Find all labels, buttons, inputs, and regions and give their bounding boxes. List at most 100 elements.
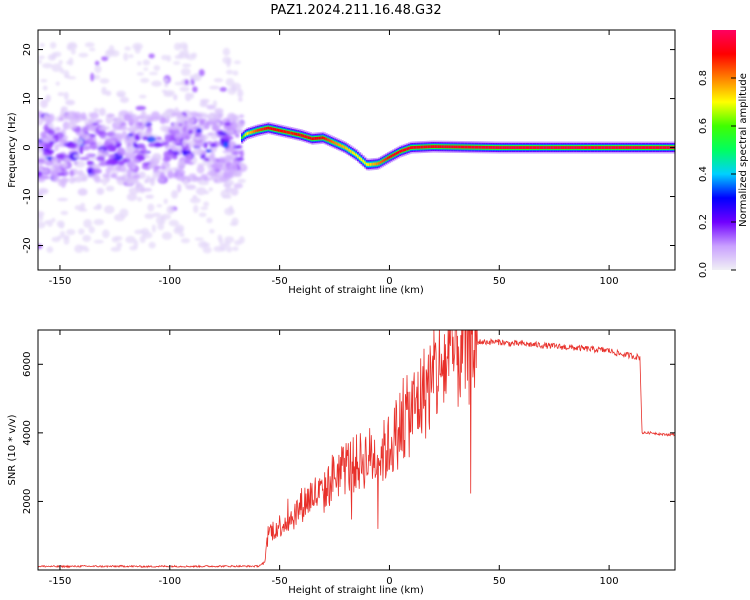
ridge-segment xyxy=(260,128,263,131)
noise-blob xyxy=(168,219,179,227)
noise-blob xyxy=(185,153,193,162)
ridge-segment xyxy=(632,146,636,149)
ridge-segment xyxy=(342,145,346,149)
colorbar-label: Normalized spectral amplitude xyxy=(738,73,749,227)
noise-blob xyxy=(185,92,192,102)
noise-blob xyxy=(147,203,155,212)
noise-blob xyxy=(84,42,95,48)
noise-blob xyxy=(198,212,207,218)
noise-blob xyxy=(233,169,241,178)
noise-blob xyxy=(70,48,76,55)
noise-blob xyxy=(186,117,195,124)
ridge-segment xyxy=(316,136,320,140)
noise-blob xyxy=(81,173,87,182)
x-tick-label: -50 xyxy=(271,276,287,287)
noise-blob xyxy=(201,242,208,247)
noise-blob xyxy=(68,120,79,125)
ridge-segment xyxy=(645,146,648,149)
noise-blob xyxy=(131,165,137,170)
noise-blob xyxy=(110,173,118,179)
ridge-segment xyxy=(610,146,613,149)
noise-blob xyxy=(49,166,55,172)
noise-blob xyxy=(189,92,195,99)
noise-blob xyxy=(93,219,105,226)
snr-panel: -150 -100 -50 0 50 100 2000 4000 6000 Height of … xyxy=(7,329,676,596)
noise-blob xyxy=(75,138,84,145)
noise-blob xyxy=(132,125,138,131)
noise-blob xyxy=(108,153,116,159)
noise-blob xyxy=(152,212,162,217)
ridge-segment xyxy=(599,146,602,149)
ridge-segment xyxy=(516,146,520,149)
noise-blob xyxy=(91,168,102,174)
noise-blob xyxy=(161,231,173,240)
noise-blob xyxy=(56,172,66,176)
ridge-segment xyxy=(416,145,420,149)
noise-blob xyxy=(171,140,182,145)
ridge-segment xyxy=(668,146,671,149)
ridge-segment xyxy=(473,145,476,149)
colorbar-tick-label: 0.0 xyxy=(698,262,709,278)
noise-blob xyxy=(97,126,108,132)
noise-blob xyxy=(78,52,89,58)
noise-blob xyxy=(182,63,192,68)
noise-blob xyxy=(92,122,100,126)
noise-blob xyxy=(101,56,109,62)
ridge-segment xyxy=(543,146,546,149)
noise-blob xyxy=(222,141,229,148)
noise-blob xyxy=(166,55,172,62)
noise-blob xyxy=(128,187,140,195)
ridge-segment xyxy=(583,146,587,149)
y-tick-label: 0 xyxy=(22,144,33,150)
x-tick-label: 50 xyxy=(493,576,506,587)
ridge-segment xyxy=(650,146,653,149)
noise-blob xyxy=(193,143,205,148)
noise-blob xyxy=(226,112,237,122)
noise-blob xyxy=(195,187,207,196)
ridge-segment xyxy=(596,146,599,149)
noise-blob xyxy=(142,231,153,239)
noise-blob xyxy=(208,187,213,192)
ridge-segment xyxy=(272,127,276,131)
ridge-segment xyxy=(502,146,506,149)
spectrogram-frame xyxy=(37,29,676,271)
y-tick-label: -10 xyxy=(22,188,33,204)
noise-blob xyxy=(135,181,141,189)
noise-blob xyxy=(98,149,104,153)
spectrogram-heatmap xyxy=(38,41,675,254)
noise-blob xyxy=(144,213,155,220)
noise-blob xyxy=(204,122,210,130)
noise-blob xyxy=(51,217,56,223)
noise-blob xyxy=(198,69,205,77)
ridge-segment xyxy=(541,146,544,149)
ridge-segment xyxy=(497,146,501,149)
noise-blob xyxy=(141,136,149,141)
noise-blob xyxy=(203,158,210,162)
noise-blob xyxy=(164,82,169,88)
ridge-segment xyxy=(409,146,413,150)
ridge-segment xyxy=(559,146,562,149)
noise-blob xyxy=(138,129,145,138)
noise-blob xyxy=(143,67,149,71)
noise-blob xyxy=(156,204,163,208)
noise-blob xyxy=(61,162,68,168)
noise-blob xyxy=(173,227,184,235)
noise-blob xyxy=(50,54,55,61)
x-tick-label: 0 xyxy=(386,576,392,587)
ridge-segment xyxy=(374,162,378,166)
snr-ylabel: SNR (10 * v/v) xyxy=(7,414,18,485)
ridge-segment xyxy=(285,130,288,134)
ridge-segment xyxy=(330,140,334,143)
ridge-segment xyxy=(478,145,481,149)
ridge-segment xyxy=(666,146,669,149)
noise-blob xyxy=(138,122,143,127)
noise-blob xyxy=(206,217,213,224)
noise-blob xyxy=(60,177,68,185)
noise-blob xyxy=(231,85,237,92)
noise-blob xyxy=(174,54,184,60)
ridge-segment xyxy=(589,146,592,149)
noise-blob xyxy=(116,119,122,126)
noise-blob xyxy=(128,54,134,59)
noise-blob xyxy=(98,107,106,116)
